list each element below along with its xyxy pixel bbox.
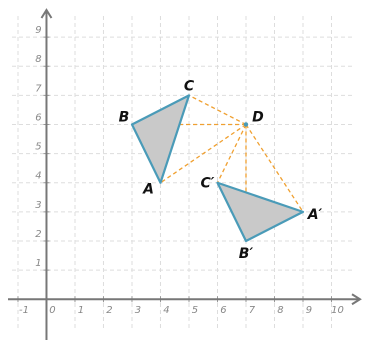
x-tick-label: 4 [163,305,169,316]
x-tick-label: 8 [277,305,283,316]
x-tick-label: 6 [220,305,226,316]
point-label: C′ [201,176,215,192]
construction-line [245,124,304,213]
y-tick-label: 4 [35,171,41,182]
construction-line [188,94,247,126]
triangle [216,181,305,243]
y-tick-label: 5 [35,142,41,153]
x-tick-label: 9 [306,305,312,316]
y-tick-label: 6 [35,112,41,123]
y-axis-arrow [40,8,53,19]
x-axis-arrow [351,293,362,306]
x-tick-label: -1 [19,305,29,316]
x-tick-label: 2 [106,305,112,316]
y-tick-label: 9 [35,25,41,36]
center-point [243,122,249,127]
point-label: C [184,78,195,94]
x-tick-label: 0 [49,305,55,316]
x-tick-label: 3 [135,305,141,316]
triangle [130,94,191,184]
y-tick-label: 1 [35,258,41,269]
y-tick-label: 8 [35,54,41,65]
x-tick-label: 7 [249,305,256,316]
y-tick-label: 7 [35,83,42,94]
x-tick-label: 5 [192,305,198,316]
construction-line [216,124,247,184]
point-label: A [142,182,154,198]
point-label: B′ [239,246,254,262]
y-tick-label: 2 [35,229,41,240]
point-label: B [119,109,130,125]
x-tick-label: 10 [331,305,344,316]
x-tick-label: 1 [78,305,84,316]
construction-line [160,123,247,184]
y-tick-label: 3 [35,200,41,211]
point-label: A′ [307,207,323,223]
point-label: D [252,109,264,125]
